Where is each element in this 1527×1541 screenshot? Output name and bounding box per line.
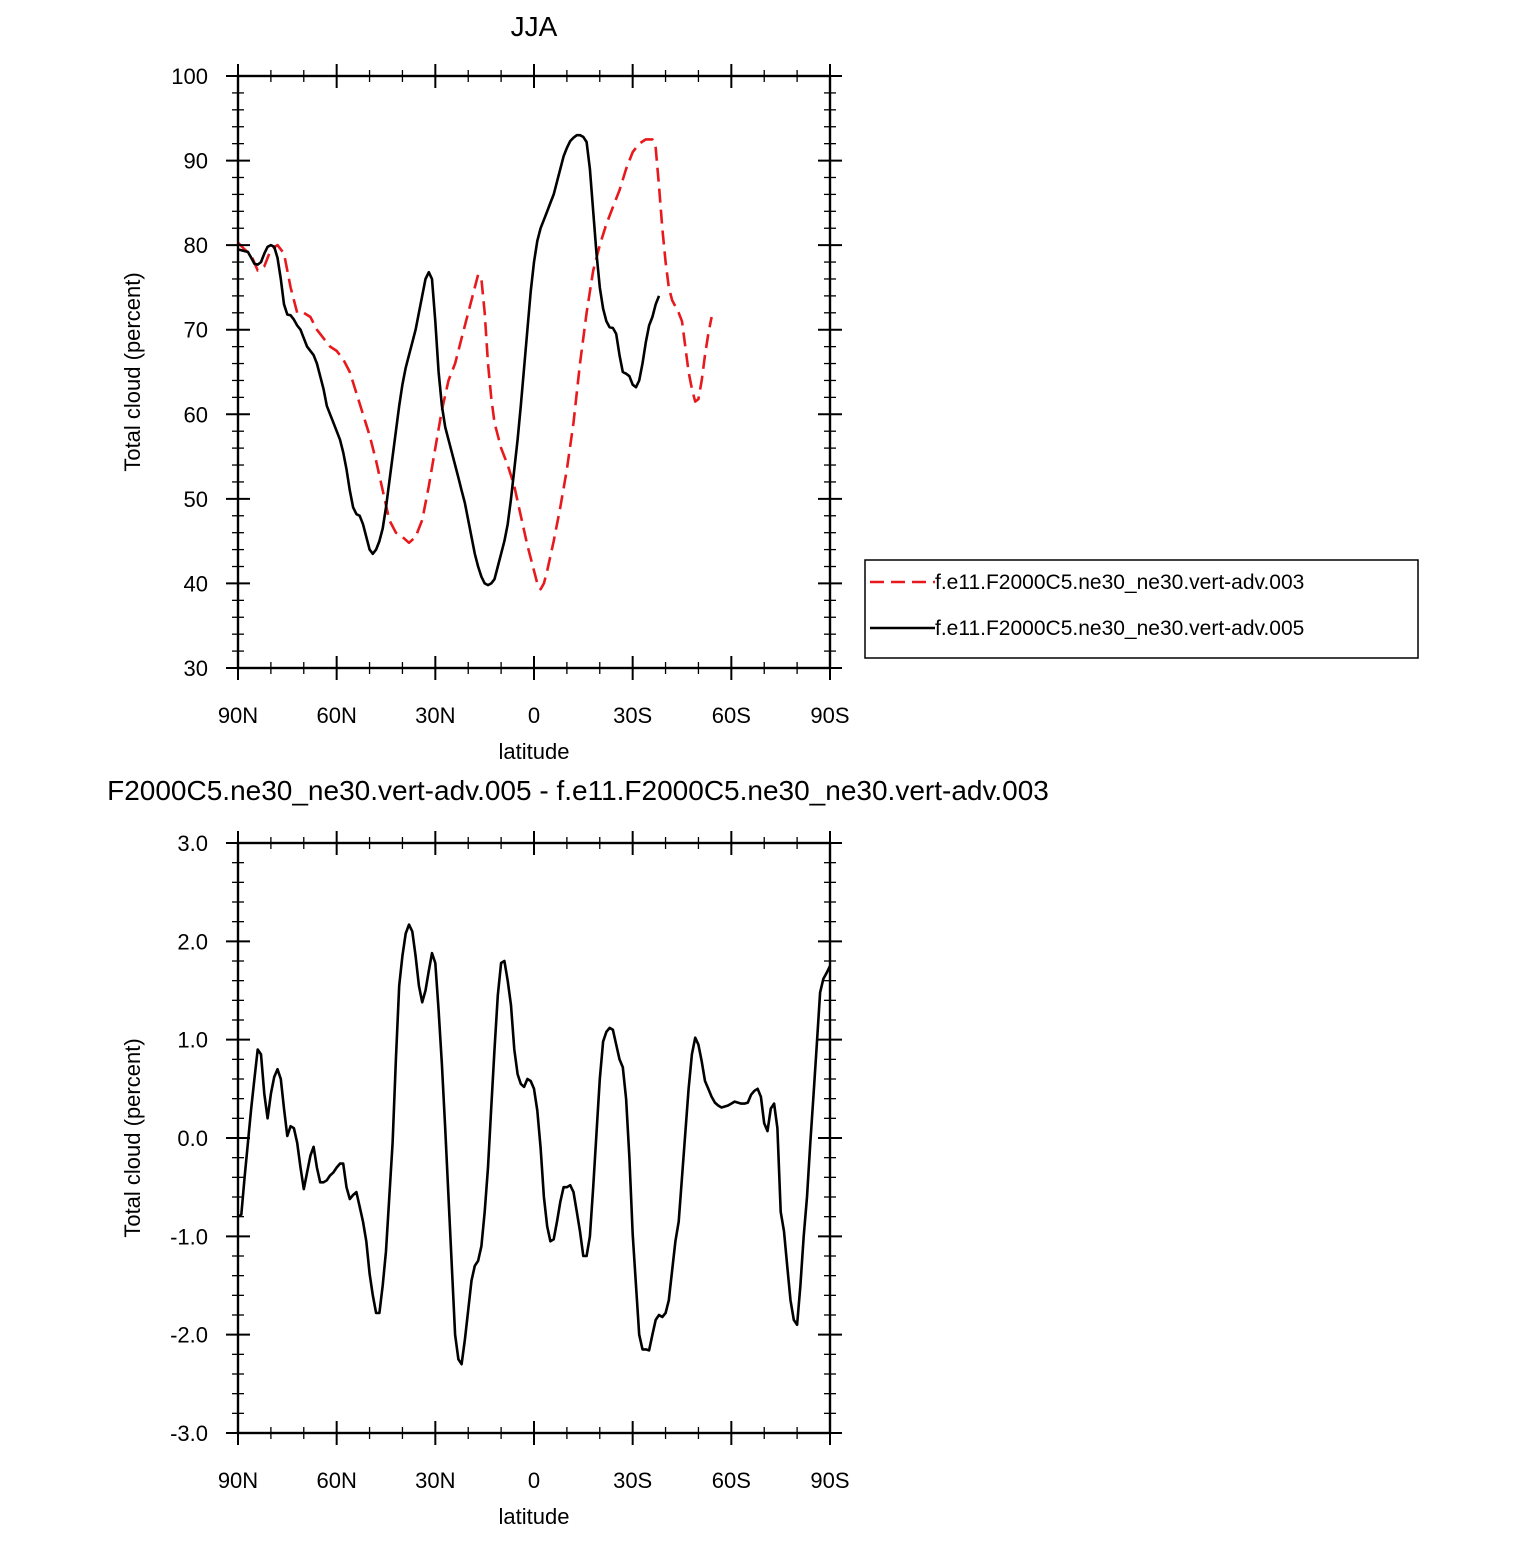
x-tick-label: 0: [528, 703, 540, 728]
y-tick-label: 50: [184, 487, 208, 512]
y-tick-label: -1.0: [170, 1224, 208, 1249]
x-tick-label: 60N: [316, 703, 356, 728]
x-tick-label: 30N: [415, 1468, 455, 1493]
y-axis-label: Total cloud (percent): [120, 1038, 145, 1237]
chart-title: F2000C5.ne30_ne30.vert-adv.005 - f.e11.F…: [107, 775, 1049, 806]
x-tick-label: 90N: [218, 1468, 258, 1493]
legend: f.e11.F2000C5.ne30_ne30.vert-adv.003 f.e1…: [864, 559, 1419, 659]
x-tick-label: 60S: [712, 703, 751, 728]
y-tick-label: 100: [171, 64, 208, 89]
plot-frame: [236, 841, 832, 1435]
series-line-1: [237, 138, 713, 591]
plot-frame: [236, 74, 832, 670]
x-tick-label: 30S: [613, 1468, 652, 1493]
x-tick-label: 90N: [218, 703, 258, 728]
y-tick-label: 0.0: [177, 1126, 208, 1151]
x-tick-label: 30N: [415, 703, 455, 728]
y-tick-label: 1.0: [177, 1028, 208, 1053]
y-tick-label: -2.0: [170, 1323, 208, 1348]
cloud-chart: JJA 30 40 50 60 70 80 90 100 90N 60N 30N 0 30S 60S 90S l…: [120, 11, 850, 764]
x-tick-label: 60S: [712, 1468, 751, 1493]
y-tick-label: 2.0: [177, 929, 208, 954]
y-tick-label: 70: [184, 318, 208, 343]
x-axis-label: latitude: [499, 739, 570, 764]
y-tick-label: 30: [184, 656, 208, 681]
y-tick-label: -3.0: [170, 1421, 208, 1446]
legend-label-2: f.e11.F2000C5.ne30_ne30.vert-adv.005: [935, 617, 1304, 640]
x-tick-label: 90S: [810, 1468, 849, 1493]
x-axis-label: latitude: [499, 1504, 570, 1529]
x-tick-label: 0: [528, 1468, 540, 1493]
y-tick-label: 3.0: [177, 831, 208, 856]
chart-title: JJA: [511, 11, 558, 42]
difference-chart: F2000C5.ne30_ne30.vert-adv.005 - f.e11.F…: [107, 775, 1049, 1529]
y-axis-label: Total cloud (percent): [120, 272, 145, 471]
x-tick-label: 30S: [613, 703, 652, 728]
legend-label-1: f.e11.F2000C5.ne30_ne30.vert-adv.003: [935, 571, 1304, 594]
x-tick-label: 90S: [810, 703, 849, 728]
x-tick-label: 60N: [316, 1468, 356, 1493]
y-tick-label: 80: [184, 233, 208, 258]
series-line-1: [237, 923, 832, 1366]
series-line-2: [237, 133, 661, 587]
y-tick-label: 60: [184, 402, 208, 427]
y-tick-label: 40: [184, 571, 208, 596]
y-tick-label: 90: [184, 149, 208, 174]
legend-box: [864, 559, 1419, 659]
